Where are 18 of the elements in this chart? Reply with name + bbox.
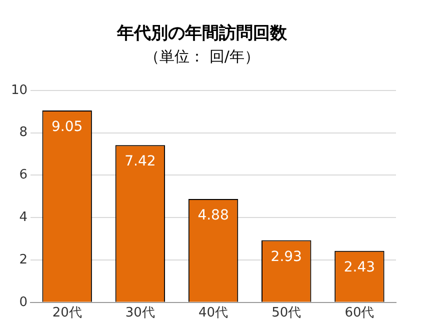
x-tick-label: 40代 (198, 306, 228, 321)
y-tick-label: 6 (19, 168, 28, 183)
y-tick-label: 10 (10, 82, 28, 98)
y-tick-label: 8 (19, 125, 28, 140)
chart-title: 年代別の年間訪問回数 (116, 24, 288, 44)
data-label: 2.43 (344, 260, 376, 276)
x-tick-label: 30代 (125, 306, 155, 321)
x-tick-label: 20代 (52, 306, 82, 321)
data-label: 2.93 (270, 248, 302, 265)
y-tick-label: 4 (19, 210, 28, 225)
y-tick-label: 2 (19, 252, 28, 268)
y-tick-label: 0 (19, 294, 28, 310)
data-label: 9.05 (52, 119, 83, 136)
chart-subtitle: （単位： 回/年） (144, 47, 260, 66)
x-tick-label: 60代 (344, 306, 374, 321)
x-tick-label: 50代 (272, 306, 302, 321)
data-label: 4.88 (198, 208, 229, 224)
data-label: 7.42 (124, 154, 156, 170)
